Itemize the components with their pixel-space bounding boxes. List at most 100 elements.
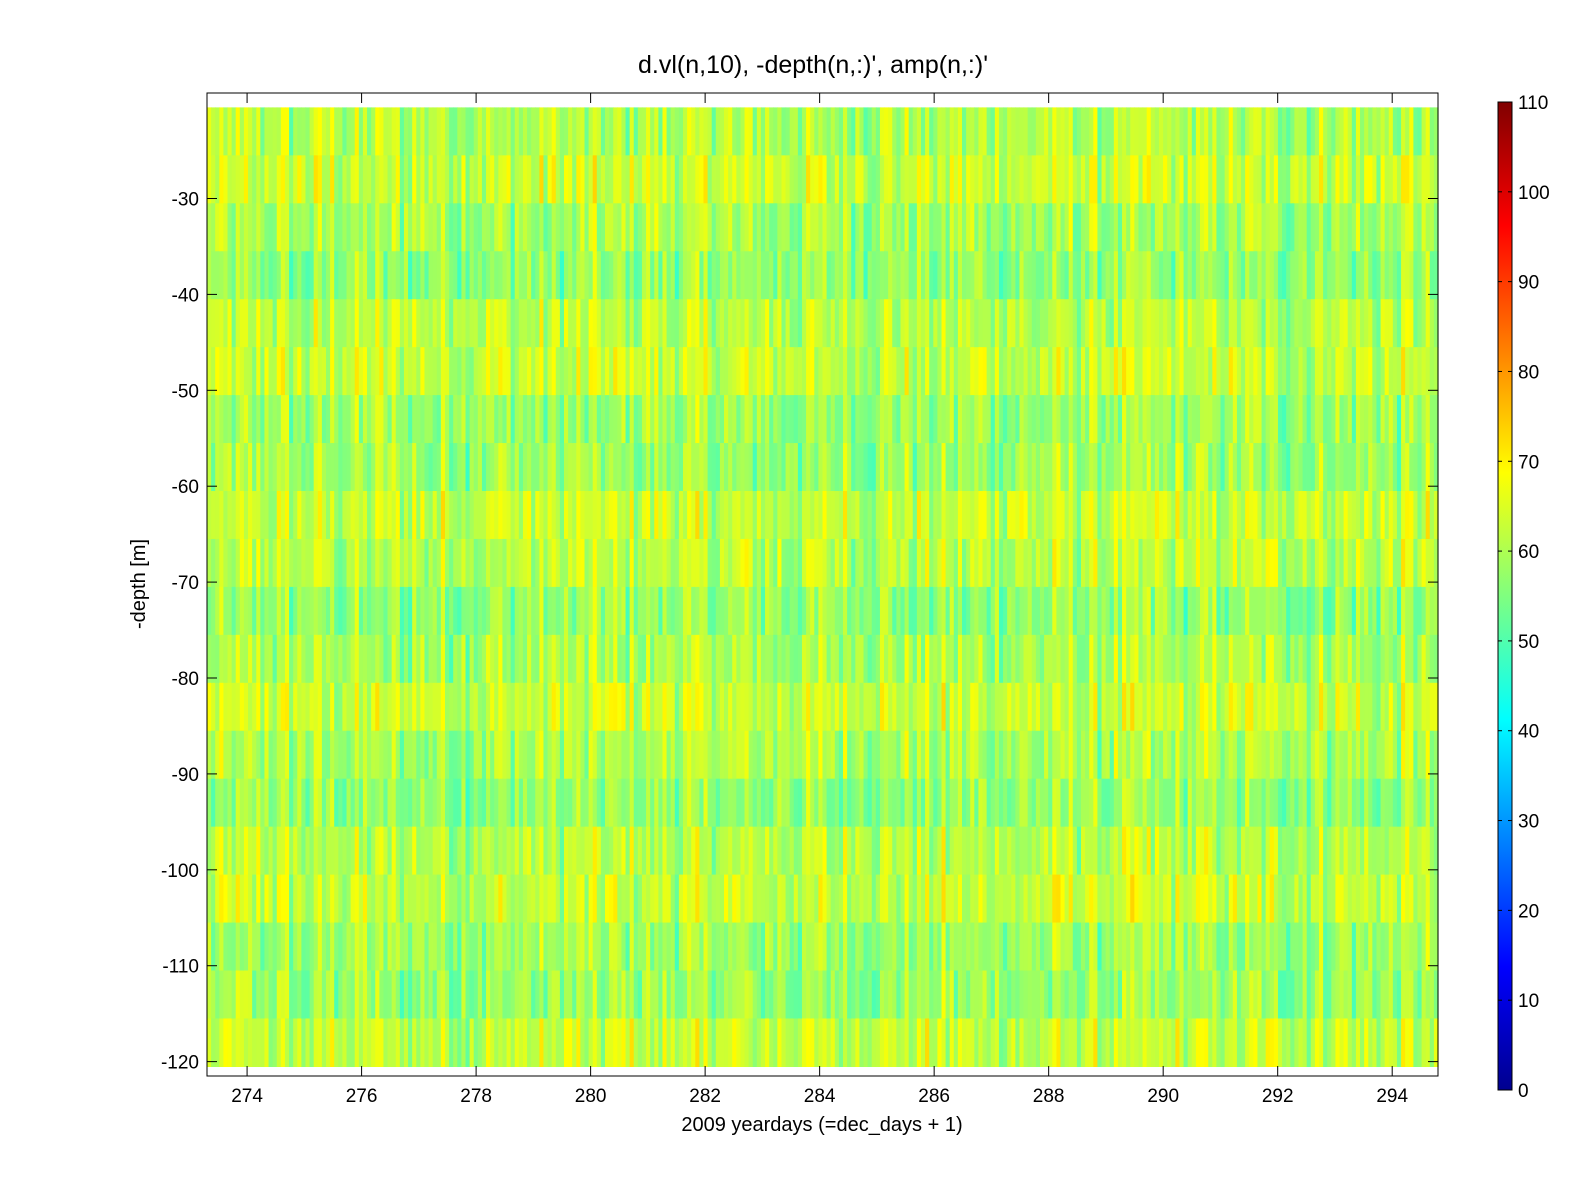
- heatmap-cell: [317, 491, 323, 540]
- heatmap-cell: [342, 1018, 348, 1068]
- heatmap-cell: [1220, 874, 1226, 924]
- heatmap-cell: [1200, 538, 1205, 588]
- heatmap-cell: [481, 107, 487, 156]
- heatmap-cell: [929, 395, 934, 444]
- heatmap-cell: [1138, 634, 1144, 684]
- heatmap-cell: [978, 155, 984, 204]
- heatmap-cell: [1158, 826, 1164, 876]
- heatmap-cell: [625, 251, 631, 300]
- heatmap-cell: [440, 1018, 446, 1068]
- heatmap-cell: [650, 1018, 655, 1068]
- heatmap-cell: [498, 347, 504, 396]
- heatmap-cell: [744, 203, 750, 252]
- heatmap-cell: [719, 203, 725, 252]
- heatmap-cell: [248, 443, 253, 492]
- heatmap-cell: [1072, 682, 1078, 732]
- heatmap-cell: [367, 634, 372, 684]
- heatmap-cell: [949, 155, 955, 204]
- heatmap-cell: [920, 970, 926, 1020]
- heatmap-cell: [1208, 491, 1213, 540]
- heatmap-cell: [1158, 155, 1164, 204]
- heatmap-cell: [687, 682, 692, 732]
- heatmap-cell: [379, 155, 385, 204]
- heatmap-cell: [518, 730, 524, 780]
- heatmap-cell: [920, 826, 926, 876]
- heatmap-cell: [834, 251, 840, 300]
- heatmap-cell: [596, 299, 602, 348]
- heatmap-cell: [806, 826, 811, 876]
- heatmap-cell: [1150, 538, 1156, 588]
- heatmap-cell: [1130, 107, 1135, 156]
- heatmap-cell: [551, 874, 557, 924]
- heatmap-cell: [1035, 347, 1041, 396]
- heatmap-cell: [481, 491, 487, 540]
- heatmap-cell: [929, 874, 934, 924]
- heatmap-cell: [235, 586, 241, 636]
- heatmap-cell: [444, 155, 450, 204]
- heatmap-cell: [305, 538, 311, 588]
- heatmap-cell: [362, 443, 368, 492]
- heatmap-cell: [1134, 922, 1140, 972]
- heatmap-cell: [461, 347, 467, 396]
- heatmap-cell: [629, 1018, 635, 1068]
- heatmap-cell: [912, 778, 918, 828]
- heatmap-cell: [547, 730, 553, 780]
- heatmap-cell: [453, 826, 458, 876]
- heatmap-cell: [1068, 922, 1074, 972]
- heatmap-cell: [859, 778, 865, 828]
- heatmap-cell: [859, 970, 865, 1020]
- heatmap-cell: [321, 155, 327, 204]
- heatmap-cell: [1027, 970, 1033, 1020]
- heatmap-cell: [847, 443, 852, 492]
- heatmap-cell: [1122, 443, 1127, 492]
- heatmap-cell: [797, 682, 803, 732]
- heatmap-cell: [892, 347, 897, 396]
- heatmap-cell: [403, 730, 409, 780]
- heatmap-cell: [1039, 682, 1045, 732]
- heatmap-cell: [765, 778, 770, 828]
- heatmap-cell: [280, 634, 286, 684]
- heatmap-cell: [223, 443, 229, 492]
- heatmap-cell: [313, 922, 319, 972]
- heatmap-cell: [305, 730, 311, 780]
- heatmap-cell: [280, 922, 286, 972]
- heatmap-cell: [223, 347, 229, 396]
- heatmap-cell: [822, 970, 828, 1020]
- heatmap-cell: [469, 347, 475, 396]
- heatmap-cell: [362, 107, 368, 156]
- heatmap-cell: [843, 682, 848, 732]
- heatmap-cell: [1220, 491, 1226, 540]
- heatmap-cell: [420, 586, 426, 636]
- heatmap-cell: [933, 826, 938, 876]
- heatmap-cell: [391, 538, 397, 588]
- heatmap-cell: [859, 586, 865, 636]
- heatmap-cell: [1003, 491, 1008, 540]
- heatmap-cell: [1011, 251, 1016, 300]
- heatmap-cell: [457, 970, 462, 1020]
- heatmap-cell: [449, 922, 454, 972]
- heatmap-cell: [403, 155, 409, 204]
- heatmap-cell: [580, 778, 586, 828]
- heatmap-cell: [531, 491, 536, 540]
- heatmap-cell: [658, 443, 664, 492]
- heatmap-cell: [539, 922, 545, 972]
- heatmap-cell: [235, 730, 241, 780]
- heatmap-cell: [403, 538, 409, 588]
- heatmap-cell: [1158, 778, 1164, 828]
- heatmap-cell: [1056, 443, 1062, 492]
- heatmap-cell: [691, 491, 696, 540]
- heatmap-cell: [1220, 1018, 1226, 1068]
- heatmap-cell: [765, 1018, 770, 1068]
- heatmap-cell: [966, 586, 971, 636]
- heatmap-cell: [617, 251, 623, 300]
- heatmap-cell: [1101, 299, 1107, 348]
- heatmap-cell: [527, 730, 532, 780]
- heatmap-cell: [1048, 922, 1053, 972]
- heatmap-cell: [1113, 347, 1119, 396]
- heatmap-cell: [609, 634, 614, 684]
- heatmap-cell: [945, 395, 951, 444]
- heatmap-cell: [227, 443, 233, 492]
- heatmap-cell: [941, 155, 947, 204]
- heatmap-cell: [1175, 682, 1181, 732]
- heatmap-cell: [1011, 970, 1016, 1020]
